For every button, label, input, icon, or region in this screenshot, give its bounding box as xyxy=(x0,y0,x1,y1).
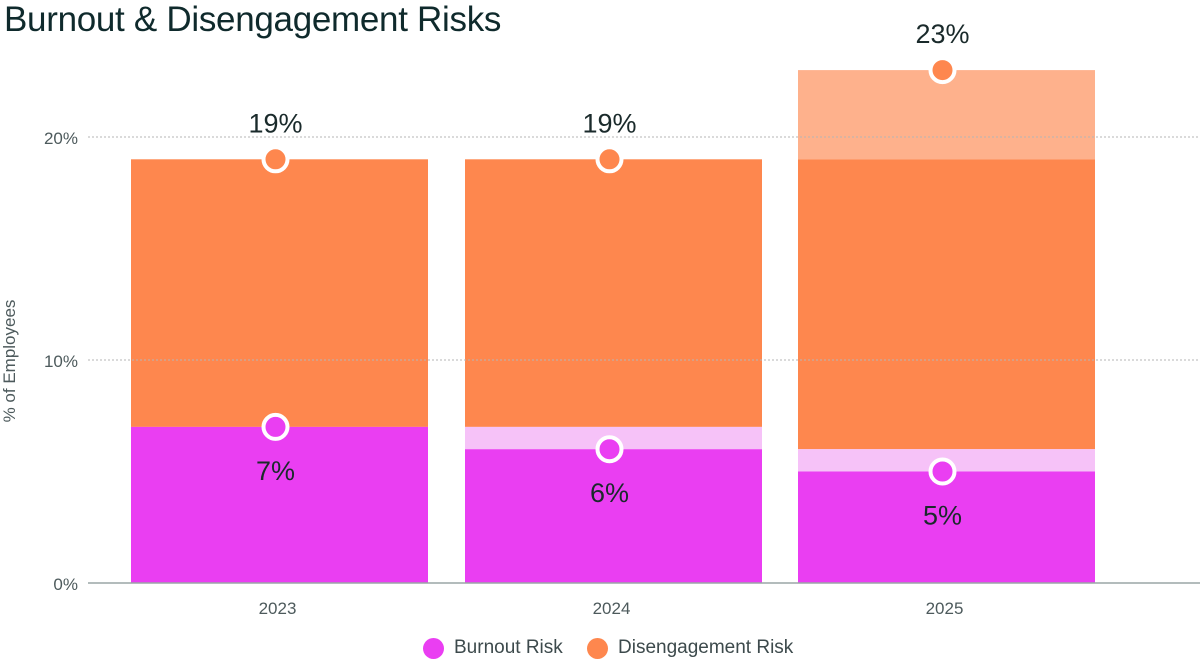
bar-disengagement-increase-2025 xyxy=(798,70,1095,160)
y-tick-label-20: 20% xyxy=(44,129,78,148)
bar-burnout-2023[interactable] xyxy=(131,426,428,583)
x-tick-label-2023: 2023 xyxy=(259,599,297,618)
marker-disengagement-2023[interactable] xyxy=(261,145,290,174)
data-label-burnout-2023: 7% xyxy=(256,456,295,486)
legend-item-burnout[interactable]: Burnout Risk xyxy=(423,637,563,659)
bar-burnout-2025[interactable] xyxy=(798,471,1095,584)
bar-disengagement-2023[interactable] xyxy=(131,159,428,427)
marker-disengagement-2024[interactable] xyxy=(595,145,624,174)
bar-disengagement-2025[interactable] xyxy=(798,159,1095,450)
y-axis-label: % of Employees xyxy=(0,300,19,423)
data-label-burnout-2025: 5% xyxy=(923,501,962,531)
marker-burnout-2025[interactable] xyxy=(928,457,957,486)
chart-title: Burnout & Disengagement Risks xyxy=(4,0,502,39)
x-tick-label-2025: 2025 xyxy=(926,599,964,618)
data-label-disengagement-2024: 19% xyxy=(582,108,636,138)
data-label-burnout-2024: 6% xyxy=(590,478,629,508)
bar-disengagement-2024[interactable] xyxy=(465,159,762,427)
data-label-disengagement-2023: 19% xyxy=(248,108,302,138)
legend-label-disengagement: Disengagement Risk xyxy=(618,637,794,658)
y-tick-label-0: 0% xyxy=(53,575,78,594)
data-label-disengagement-2025: 23% xyxy=(915,19,969,49)
marker-burnout-2023[interactable] xyxy=(261,412,290,441)
y-tick-label-10: 10% xyxy=(44,352,78,371)
legend-item-disengagement[interactable]: Disengagement Risk xyxy=(587,637,793,659)
x-tick-label-2024: 2024 xyxy=(593,599,631,618)
bar-burnout-2024[interactable] xyxy=(465,449,762,583)
marker-burnout-2024[interactable] xyxy=(595,435,624,464)
legend-label-burnout: Burnout Risk xyxy=(454,637,563,658)
legend-swatch-disengagement xyxy=(587,637,608,659)
legend-swatch-burnout xyxy=(423,637,444,659)
marker-disengagement-2025[interactable] xyxy=(928,56,957,85)
legend: Burnout Risk Disengagement Risk xyxy=(0,637,1200,667)
